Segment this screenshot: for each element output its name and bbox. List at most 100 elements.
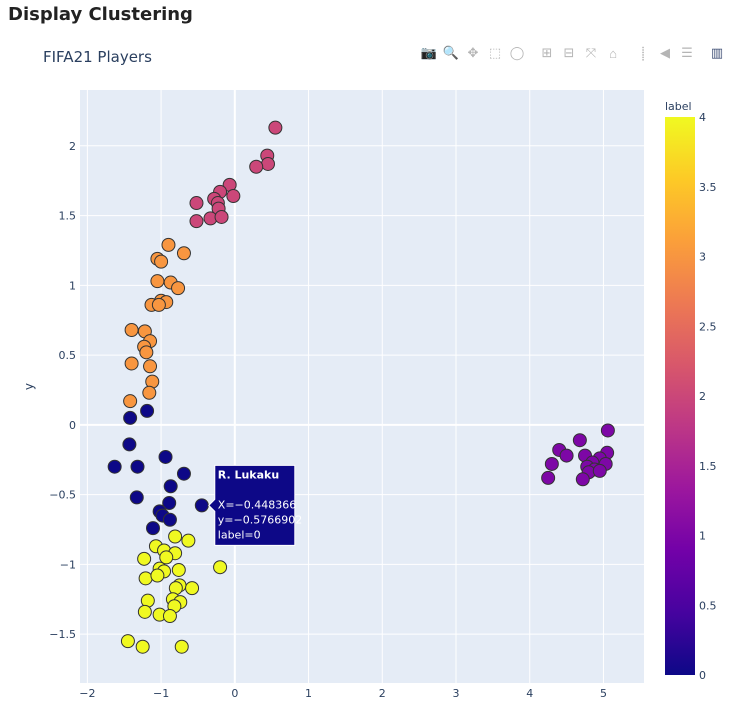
scatter-point[interactable] xyxy=(137,324,152,339)
scatter-point[interactable] xyxy=(587,462,602,477)
scatter-point[interactable] xyxy=(181,533,196,548)
scatter-point[interactable] xyxy=(135,639,150,654)
scatter-point[interactable] xyxy=(162,512,177,527)
box-select-icon[interactable]: ⬚ xyxy=(488,45,502,60)
scatter-point[interactable] xyxy=(213,560,228,575)
scatter-point[interactable] xyxy=(210,196,225,211)
scatter-point[interactable] xyxy=(268,120,283,135)
scatter-point[interactable] xyxy=(578,448,593,463)
scatter-point[interactable] xyxy=(168,581,183,596)
scatter-point[interactable] xyxy=(207,191,222,206)
camera-icon[interactable]: 📷 xyxy=(420,45,438,60)
scatter-point[interactable] xyxy=(185,581,200,596)
scatter-point[interactable] xyxy=(168,546,183,561)
scatter-point[interactable] xyxy=(155,508,170,523)
scatter-point[interactable] xyxy=(124,356,139,371)
scatter-point[interactable] xyxy=(142,385,157,400)
scatter-point[interactable] xyxy=(161,237,176,252)
scatter-point[interactable] xyxy=(157,543,172,558)
scatter-point[interactable] xyxy=(194,498,209,513)
scatter-point[interactable] xyxy=(203,211,218,226)
scatter-point[interactable] xyxy=(129,490,144,505)
scatter-point[interactable] xyxy=(145,521,160,536)
scatter-point[interactable] xyxy=(600,445,615,460)
scatter-point[interactable] xyxy=(189,214,204,229)
scatter-point[interactable] xyxy=(600,423,615,438)
scatter-point[interactable] xyxy=(211,201,226,216)
scatter-point[interactable] xyxy=(174,639,189,654)
scatter-point[interactable] xyxy=(159,550,174,565)
scatter-point[interactable] xyxy=(592,451,607,466)
scatter-point[interactable] xyxy=(150,251,165,266)
autoscale-icon[interactable]: ⤧ xyxy=(585,45,597,60)
scatter-point[interactable] xyxy=(162,496,177,511)
scatter-point[interactable] xyxy=(585,455,600,470)
scatter-point[interactable] xyxy=(222,177,237,192)
zoom-in-icon[interactable]: ⊞ xyxy=(541,45,553,60)
scatter-point[interactable] xyxy=(150,568,165,583)
zoom-out-icon[interactable]: ⊟ xyxy=(563,45,575,60)
scatter-point[interactable] xyxy=(226,189,241,204)
hover-compare-icon[interactable]: ☰ xyxy=(681,45,693,60)
scatter-point[interactable] xyxy=(137,604,152,619)
scatter-point[interactable] xyxy=(173,595,188,610)
scatter-point[interactable] xyxy=(140,403,155,418)
scatter-point[interactable] xyxy=(158,449,173,464)
scatter-point[interactable] xyxy=(122,437,137,452)
scatter-point[interactable] xyxy=(598,456,613,471)
scatter-point[interactable] xyxy=(163,275,178,290)
scatter-point[interactable] xyxy=(176,466,191,481)
scatter-point[interactable] xyxy=(144,297,159,312)
scatter-point[interactable] xyxy=(176,246,191,261)
scatter-point[interactable] xyxy=(189,196,204,211)
scatter-point[interactable] xyxy=(123,394,138,409)
scatter-point[interactable] xyxy=(249,159,264,174)
scatter-point[interactable] xyxy=(213,184,228,199)
pan-icon[interactable]: ✥ xyxy=(467,45,479,60)
scatter-point[interactable] xyxy=(148,539,163,554)
scatter-point[interactable] xyxy=(581,465,596,480)
scatter-point[interactable] xyxy=(559,448,574,463)
scatter-point[interactable] xyxy=(541,470,556,485)
scatter-point[interactable] xyxy=(167,599,182,614)
scatter-point[interactable] xyxy=(261,156,275,171)
spike-lines-icon[interactable]: ⸽ xyxy=(641,46,645,61)
scatter-point[interactable] xyxy=(171,562,186,577)
zoom-icon[interactable]: 🔍 xyxy=(442,45,460,60)
scatter-point[interactable] xyxy=(165,592,180,607)
scatter-point[interactable] xyxy=(592,463,607,478)
scatter-point[interactable] xyxy=(580,459,595,474)
scatter-point[interactable] xyxy=(163,479,178,494)
scatter-point[interactable] xyxy=(120,634,135,649)
scatter-point[interactable] xyxy=(154,254,169,269)
hover-closest-icon[interactable]: ◀ xyxy=(660,45,670,60)
scatter-point[interactable] xyxy=(552,442,567,457)
scatter-point[interactable] xyxy=(159,295,174,310)
scatter-point[interactable] xyxy=(130,459,145,474)
scatter-point[interactable] xyxy=(151,297,166,312)
scatter-point[interactable] xyxy=(214,209,229,224)
scatter-point[interactable] xyxy=(260,148,275,163)
scatter-point[interactable] xyxy=(544,456,559,471)
scatter-point[interactable] xyxy=(152,561,167,576)
scatter-point[interactable] xyxy=(168,529,183,544)
scatter-point[interactable] xyxy=(162,609,177,624)
plot-area[interactable] xyxy=(80,90,644,683)
scatter-point[interactable] xyxy=(138,571,153,586)
scatter-point[interactable] xyxy=(107,459,122,474)
lasso-select-icon[interactable]: ◯ xyxy=(509,45,525,60)
scatter-point[interactable] xyxy=(140,593,155,608)
scatter-point[interactable] xyxy=(143,359,158,374)
scatter-point[interactable] xyxy=(152,504,167,519)
reset-axes-icon[interactable]: ⌂ xyxy=(609,45,617,61)
scatter-point[interactable] xyxy=(123,410,138,425)
scatter-point[interactable] xyxy=(150,274,165,289)
scatter-point[interactable] xyxy=(124,322,139,337)
scatter-point[interactable] xyxy=(172,578,187,593)
scatter-point[interactable] xyxy=(572,433,587,448)
scatter-point[interactable] xyxy=(137,339,152,354)
scatter-point[interactable] xyxy=(575,472,590,487)
scatter-point[interactable] xyxy=(157,564,172,579)
scatter-point[interactable] xyxy=(137,551,152,566)
